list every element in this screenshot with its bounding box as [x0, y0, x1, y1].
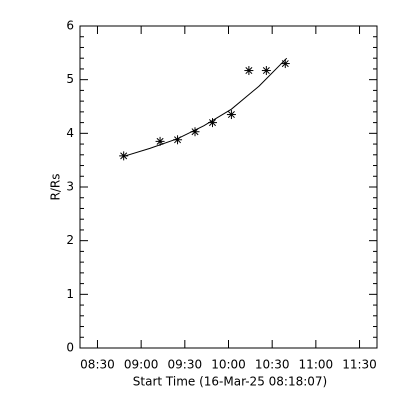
data-point: [244, 66, 254, 76]
data-point: [119, 151, 129, 161]
y-tick-label: 6: [66, 19, 74, 33]
asterisk-stroke: [227, 111, 235, 119]
x-tick-label: 11:30: [342, 358, 377, 372]
asterisk-stroke: [191, 128, 199, 136]
x-axis-label: Start Time (16-Mar-25 08:18:07): [133, 375, 327, 389]
x-tick-label: 09:00: [124, 358, 159, 372]
x-tick-label: 11:00: [299, 358, 334, 372]
fit-curve: [123, 57, 288, 157]
y-axis-label: R/Rs: [49, 174, 63, 201]
x-tick-label: 09:30: [168, 358, 203, 372]
asterisk-stroke: [208, 119, 216, 127]
data-point: [226, 110, 236, 120]
asterisk-stroke: [120, 152, 128, 160]
data-point: [173, 135, 183, 145]
x-tick-label: 10:00: [211, 358, 246, 372]
data-point: [155, 136, 165, 146]
y-tick-label: 2: [66, 233, 74, 247]
plot-frame: [79, 25, 378, 349]
asterisk-stroke: [281, 60, 289, 68]
data-point: [261, 66, 271, 76]
asterisk-stroke: [174, 136, 182, 144]
x-tick-label: 10:30: [255, 358, 290, 372]
y-tick-label: 3: [66, 180, 74, 194]
data-point: [280, 59, 290, 69]
y-tick-label: 4: [66, 126, 74, 140]
asterisk-stroke: [156, 137, 164, 145]
asterisk-stroke: [262, 67, 270, 75]
x-tick-label: 08:30: [80, 358, 115, 372]
data-point: [207, 118, 217, 128]
data-point: [190, 127, 200, 137]
asterisk-stroke: [245, 67, 253, 75]
y-tick-label: 1: [66, 287, 74, 301]
y-tick-label: 5: [66, 72, 74, 86]
y-tick-label: 0: [66, 341, 74, 355]
